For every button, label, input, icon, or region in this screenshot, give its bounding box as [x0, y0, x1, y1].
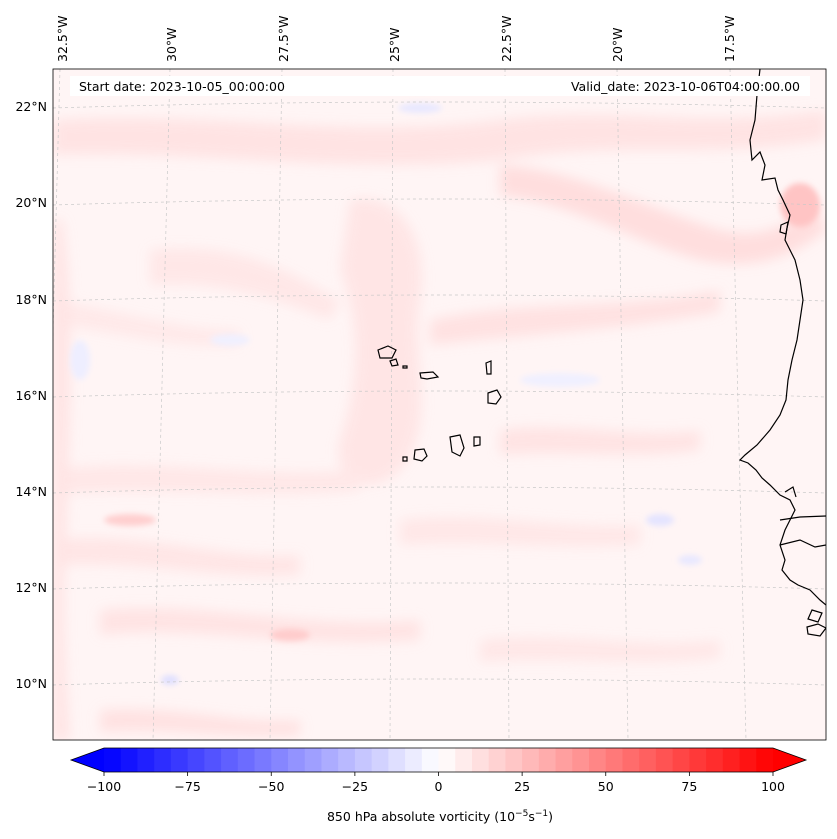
colorbar-segment [605, 748, 624, 772]
valid-date-label: Valid_date: 2023-10-06T04:00:00.00 [571, 79, 800, 94]
colorbar-segment [237, 748, 256, 772]
colorbar-segment [287, 748, 306, 772]
lon-label: 30°W [164, 27, 179, 62]
gridlines [53, 69, 826, 740]
colorbar-label: 850 hPa absolute vorticity (10−5s−1) [327, 809, 553, 824]
lat-label: 10°N [15, 676, 47, 691]
colorbar-high-extension [773, 748, 806, 772]
colorbar-segment [639, 748, 657, 772]
lat-label: 16°N [15, 388, 47, 403]
colorbar-segment [137, 748, 155, 772]
lon-label: 27.5°W [276, 16, 291, 62]
colorbar-segment [689, 748, 707, 772]
header-background [70, 76, 810, 96]
lon-label: 25°W [387, 27, 402, 62]
colorbar-segment [739, 748, 757, 772]
colorbar-segment [488, 748, 507, 772]
vorticity-field [53, 103, 826, 740]
longitude-labels: 32.5°W 30°W 27.5°W 25°W 22.5°W 20°W 17.5… [55, 16, 737, 62]
colorbar-tick-label: −75 [174, 779, 200, 794]
colorbar-segment [354, 748, 373, 772]
colorbar-segment [338, 748, 356, 772]
colorbar-segment [756, 748, 774, 772]
latitude-labels: 22°N 20°N 18°N 16°N 14°N 12°N 10°N [15, 99, 47, 691]
coastlines [377, 69, 826, 637]
colorbar-segment [254, 748, 272, 772]
colorbar-segment [622, 748, 640, 772]
colorbar-segment [221, 748, 239, 772]
colorbar-tick-label: 50 [598, 779, 614, 794]
colorbar-segment [706, 748, 724, 772]
colorbar-tick-label: −25 [342, 779, 368, 794]
colorbar-segment [321, 748, 339, 772]
colorbar-segment [471, 748, 490, 772]
colorbar-segment [522, 748, 540, 772]
lon-label: 22.5°W [499, 16, 514, 62]
colorbar-segment [271, 748, 289, 772]
colorbar-segment [187, 748, 205, 772]
lat-label: 12°N [15, 580, 47, 595]
colorbar-segment [204, 748, 222, 772]
map-plot-area: Start date: 2023-10-05_00:00:00 Valid_da… [52, 68, 827, 741]
colorbar-tick-label: −100 [87, 779, 121, 794]
colorbar-segment [421, 748, 440, 772]
vorticity-background [53, 69, 826, 740]
colorbar-segment [455, 748, 473, 772]
colorbar-segment [170, 748, 189, 772]
lat-label: 14°N [15, 484, 47, 499]
colorbar-segment [722, 748, 741, 772]
colorbar-segment [438, 748, 456, 772]
colorbar-segment [655, 748, 674, 772]
colorbar-tick-label: 100 [761, 779, 785, 794]
lon-label: 20°W [610, 27, 625, 62]
lon-label: 17.5°W [722, 16, 737, 62]
colorbar-segment [388, 748, 406, 772]
africa-coastline [738, 69, 826, 606]
colorbar-segment [538, 748, 557, 772]
colorbar-ticks: −100 −75 −50 −25 0 25 50 75 100 [87, 772, 785, 794]
colorbar-tick-label: 75 [681, 779, 697, 794]
lat-label: 18°N [15, 292, 47, 307]
colorbar-segment [154, 748, 172, 772]
cape-verde-islands [377, 345, 502, 462]
colorbar-segment [572, 748, 590, 772]
start-date-label: Start date: 2023-10-05_00:00:00 [79, 79, 285, 94]
colorbar-segments [104, 748, 774, 772]
colorbar-segment [505, 748, 523, 772]
colorbar-segment [589, 748, 607, 772]
map-frame [52, 68, 827, 741]
colorbar-tick-label: −50 [258, 779, 284, 794]
lat-label: 22°N [15, 99, 47, 114]
colorbar-tick-label: 0 [435, 779, 443, 794]
colorbar-segment [405, 748, 423, 772]
colorbar-segment [555, 748, 573, 772]
colorbar-segment [304, 748, 323, 772]
colorbar-segment [104, 748, 122, 772]
colorbar-segment [120, 748, 139, 772]
lon-label: 32.5°W [55, 16, 70, 62]
colorbar-segment [371, 748, 389, 772]
colorbar: −100 −75 −50 −25 0 25 50 75 100 850 hPa absolute… [69, 747, 808, 824]
lat-label: 20°N [15, 195, 47, 210]
colorbar-segment [672, 748, 690, 772]
colorbar-tick-label: 25 [514, 779, 530, 794]
colorbar-low-extension [71, 748, 104, 772]
